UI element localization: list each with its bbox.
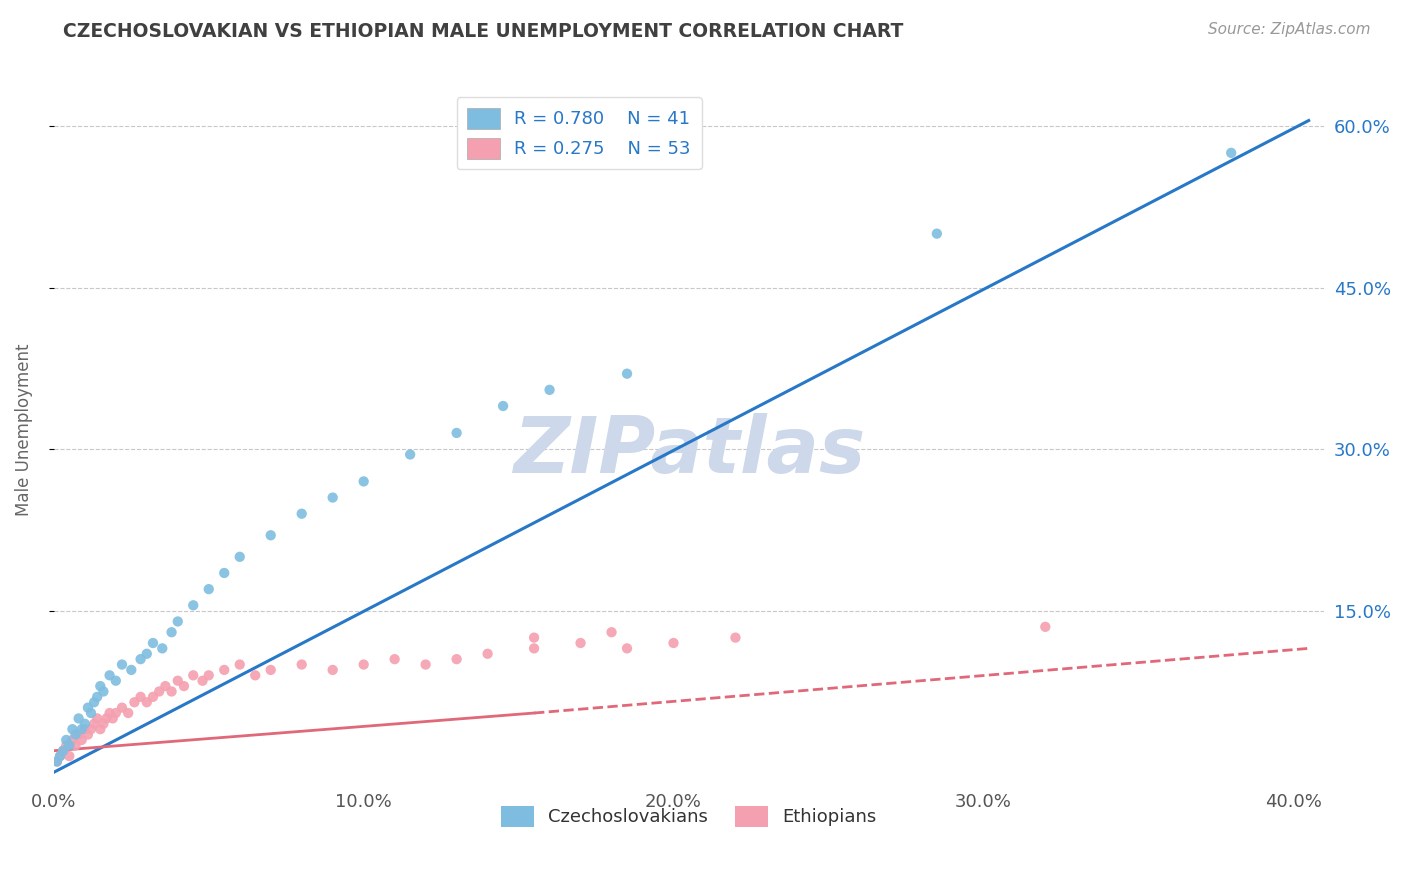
Point: [446, 652, 468, 666]
Point: [83, 695, 105, 709]
Point: [260, 528, 283, 542]
Y-axis label: Male Unemployment: Male Unemployment: [15, 344, 32, 516]
Point: [83, 716, 105, 731]
Point: [616, 641, 638, 656]
Point: [129, 652, 152, 666]
Point: [77, 700, 100, 714]
Point: [111, 657, 134, 672]
Point: [384, 652, 406, 666]
Point: [155, 679, 177, 693]
Point: [148, 684, 170, 698]
Point: [212, 566, 235, 580]
Point: [135, 695, 157, 709]
Point: [353, 657, 375, 672]
Point: [73, 722, 96, 736]
Point: [197, 582, 219, 596]
Point: [86, 711, 108, 725]
Point: [70, 733, 93, 747]
Point: [58, 739, 80, 753]
Point: [600, 625, 623, 640]
Point: [111, 700, 134, 714]
Point: [55, 739, 77, 753]
Point: [1033, 620, 1056, 634]
Point: [52, 744, 75, 758]
Point: [58, 749, 80, 764]
Point: [96, 711, 118, 725]
Point: [93, 684, 115, 698]
Point: [142, 636, 165, 650]
Point: [166, 673, 188, 688]
Point: [104, 706, 127, 720]
Point: [55, 733, 77, 747]
Point: [45, 755, 67, 769]
Point: [229, 657, 252, 672]
Point: [353, 475, 375, 489]
Text: Source: ZipAtlas.com: Source: ZipAtlas.com: [1208, 22, 1371, 37]
Point: [80, 722, 103, 736]
Point: [124, 695, 146, 709]
Point: [77, 728, 100, 742]
Point: [49, 749, 72, 764]
Point: [399, 448, 422, 462]
Point: [120, 663, 142, 677]
Point: [212, 663, 235, 677]
Point: [229, 549, 252, 564]
Point: [142, 690, 165, 704]
Point: [65, 728, 87, 742]
Point: [160, 684, 183, 698]
Point: [616, 367, 638, 381]
Point: [415, 657, 437, 672]
Point: [160, 625, 183, 640]
Point: [569, 636, 592, 650]
Point: [538, 383, 561, 397]
Point: [73, 716, 96, 731]
Point: [260, 663, 283, 677]
Point: [523, 641, 546, 656]
Point: [181, 668, 204, 682]
Point: [135, 647, 157, 661]
Point: [173, 679, 195, 693]
Point: [492, 399, 515, 413]
Point: [117, 706, 139, 720]
Point: [70, 722, 93, 736]
Legend: Czechoslovakians, Ethiopians: Czechoslovakians, Ethiopians: [495, 798, 884, 834]
Point: [93, 716, 115, 731]
Point: [86, 690, 108, 704]
Point: [291, 507, 314, 521]
Point: [129, 690, 152, 704]
Point: [52, 744, 75, 758]
Point: [523, 631, 546, 645]
Point: [446, 425, 468, 440]
Text: CZECHOSLOVAKIAN VS ETHIOPIAN MALE UNEMPLOYMENT CORRELATION CHART: CZECHOSLOVAKIAN VS ETHIOPIAN MALE UNEMPL…: [63, 22, 904, 41]
Point: [49, 749, 72, 764]
Point: [724, 631, 747, 645]
Point: [322, 491, 344, 505]
Point: [191, 673, 214, 688]
Point: [80, 706, 103, 720]
Point: [245, 668, 267, 682]
Point: [197, 668, 219, 682]
Point: [322, 663, 344, 677]
Point: [67, 728, 90, 742]
Point: [101, 711, 124, 725]
Point: [62, 722, 84, 736]
Point: [98, 706, 121, 720]
Point: [98, 668, 121, 682]
Text: ZIPatlas: ZIPatlas: [513, 413, 865, 490]
Point: [89, 722, 111, 736]
Point: [150, 641, 173, 656]
Point: [477, 647, 499, 661]
Point: [89, 679, 111, 693]
Point: [62, 733, 84, 747]
Point: [104, 673, 127, 688]
Point: [166, 615, 188, 629]
Point: [181, 599, 204, 613]
Point: [925, 227, 948, 241]
Point: [65, 739, 87, 753]
Point: [1220, 145, 1243, 160]
Point: [662, 636, 685, 650]
Point: [291, 657, 314, 672]
Point: [67, 711, 90, 725]
Point: [45, 755, 67, 769]
